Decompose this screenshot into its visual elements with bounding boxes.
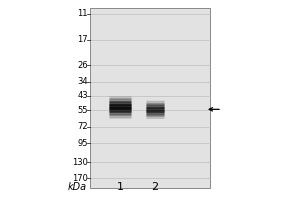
Text: 170: 170 [72, 174, 88, 183]
Text: 2: 2 [152, 182, 159, 192]
Text: 26: 26 [77, 61, 88, 70]
Text: 72: 72 [77, 122, 88, 131]
Text: 130: 130 [72, 158, 88, 167]
Text: 17: 17 [77, 35, 88, 44]
Text: kDa: kDa [68, 182, 87, 192]
Bar [90, 8, 210, 188]
Text: 95: 95 [77, 139, 88, 148]
Text: 11: 11 [77, 9, 88, 18]
Text: 43: 43 [77, 91, 88, 100]
Text: 55: 55 [77, 106, 88, 115]
Text: 1: 1 [116, 182, 124, 192]
Text: 34: 34 [77, 77, 88, 86]
